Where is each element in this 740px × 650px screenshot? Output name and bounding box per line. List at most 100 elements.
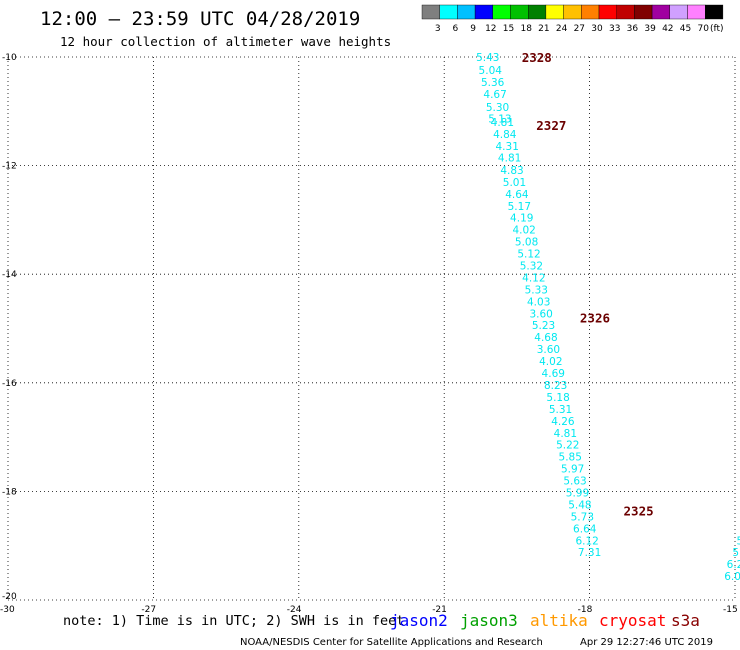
swh-value: 6.12 <box>575 535 598 547</box>
satellite-label-cryosat: cryosat <box>599 611 666 630</box>
y-tick-label: -12 <box>2 162 17 172</box>
swh-value: 5.30 <box>486 102 509 114</box>
color-swatch <box>421 4 440 20</box>
swh-value: 5.97 <box>561 464 584 476</box>
color-scale-label: 45 <box>680 24 691 34</box>
swh-value: 6.0 <box>724 571 740 583</box>
color-scale-label: 9 <box>470 24 476 34</box>
swh-value: 3.60 <box>529 308 552 320</box>
swh-value: 4.83 <box>500 165 523 177</box>
satellite-label-s3a: s3a <box>671 611 700 630</box>
color-swatch <box>528 4 547 20</box>
swh-value: 4.81 <box>491 117 514 129</box>
chart-subtitle: 12 hour collection of altimeter wave hei… <box>60 34 391 49</box>
color-swatch <box>669 4 688 20</box>
x-tick-label: -30 <box>0 605 15 615</box>
swh-value: 5.12 <box>517 249 540 261</box>
swh-value: 5.99 <box>566 487 589 499</box>
x-tick-label: -27 <box>141 605 156 615</box>
swh-value: 3.60 <box>537 344 560 356</box>
swh-value: 4.81 <box>498 152 521 164</box>
grid <box>7 56 736 601</box>
color-scale-label: 27 <box>574 24 585 34</box>
y-tick-label: -16 <box>2 379 17 389</box>
x-axis-ticks: -30 -27 -24 -21 -18 -15 <box>0 605 738 615</box>
swh-value: 5.04 <box>479 65 503 77</box>
swh-value: 5.43 <box>476 52 499 64</box>
color-swatch <box>563 4 582 20</box>
swh-value: 4.12 <box>522 272 545 284</box>
color-scale-label: 12 <box>485 24 496 34</box>
pass-labels: 2328 2327 2326 2325 <box>522 50 654 518</box>
swh-value: 5.17 <box>508 201 531 213</box>
swh-value: 5.13 <box>488 113 511 125</box>
y-tick-label: -10 <box>2 53 17 63</box>
pass-label: 2327 <box>536 118 566 133</box>
color-swatch <box>439 4 458 20</box>
swh-value: 6.64 <box>573 523 597 535</box>
pass-label: 2328 <box>522 50 552 65</box>
color-swatch <box>545 4 564 20</box>
swh-value: 5.31 <box>549 404 572 416</box>
x-tick-label: -21 <box>432 605 447 615</box>
swh-value: 4.26 <box>551 416 575 428</box>
color-scale-label: 18 <box>520 24 532 34</box>
color-scale-label: 15 <box>503 24 514 34</box>
swh-value: 5.01 <box>503 177 526 189</box>
swh-value: 4.03 <box>527 296 550 308</box>
color-scale-label: 6 <box>453 24 459 34</box>
x-tick-label: -24 <box>287 605 302 615</box>
swh-value: 6.2 <box>727 559 740 571</box>
swh-value: 5.32 <box>520 261 543 273</box>
swh-value: 4.31 <box>496 141 519 153</box>
y-tick-label: -18 <box>2 487 17 497</box>
swh-value: 5.63 <box>563 476 586 488</box>
color-scale-label: 30 <box>591 24 603 34</box>
footer-timestamp: Apr 29 12:27:46 UTC 2019 <box>580 637 713 648</box>
color-scale-unit: (ft) <box>710 24 724 34</box>
satellite-label-altika: altika <box>530 611 588 630</box>
color-scale-label: 36 <box>627 24 639 34</box>
footer-credit: NOAA/NESDIS Center for Satellite Applica… <box>240 637 543 648</box>
color-swatch <box>598 4 617 20</box>
color-scale-label: 70 <box>697 24 709 34</box>
swh-value: 4.84 <box>493 129 517 141</box>
swh-value: 5.73 <box>571 511 594 523</box>
swh-value: 4.64 <box>505 189 529 201</box>
y-axis-ticks: -10 -12 -14 -16 -18 -20 <box>2 53 17 602</box>
color-scale-label: 42 <box>662 24 673 34</box>
swh-value: 4.68 <box>534 332 557 344</box>
swh-value: 5.48 <box>568 499 591 511</box>
color-scale-label: 3 <box>435 24 441 34</box>
swh-value: 8.23 <box>544 380 567 392</box>
swh-value: 4.69 <box>542 368 565 380</box>
color-swatch <box>457 4 476 20</box>
swh-value: 5.85 <box>559 452 582 464</box>
color-swatch <box>510 4 529 20</box>
note-text: note: 1) Time is in UTC; 2) SWH is in fe… <box>63 613 404 629</box>
swh-value: 4.02 <box>512 225 535 237</box>
swh-value: 5.36 <box>481 77 505 89</box>
swh-value: 5. <box>732 547 740 559</box>
swh-value: 5.18 <box>546 392 569 404</box>
color-swatch <box>705 4 724 20</box>
color-scale-label: 39 <box>644 24 656 34</box>
y-tick-label: -20 <box>2 592 17 602</box>
color-swatch <box>581 4 600 20</box>
swh-value: 4.81 <box>554 428 577 440</box>
swh-value: 5 <box>737 535 740 547</box>
swh-value: 4.19 <box>510 213 533 225</box>
swh-value: 5.23 <box>532 320 555 332</box>
y-tick-label: -14 <box>2 270 17 280</box>
satellite-legend: jason2 jason3 altika cryosat s3a <box>390 611 700 630</box>
x-tick-label: -15 <box>723 605 738 615</box>
color-swatch <box>492 4 511 20</box>
swh-value: 4.67 <box>483 89 506 101</box>
color-scale-label: 21 <box>538 24 549 34</box>
swh-values: 5.435.045.364.675.305.134.814.844.314.81… <box>476 52 740 583</box>
swh-value: 5.08 <box>515 237 538 249</box>
swh-value: 5.33 <box>525 284 548 296</box>
swh-value: 7.31 <box>578 547 601 559</box>
chart-title: 12:00 — 23:59 UTC 04/28/2019 <box>40 8 360 30</box>
color-swatch <box>634 4 653 20</box>
